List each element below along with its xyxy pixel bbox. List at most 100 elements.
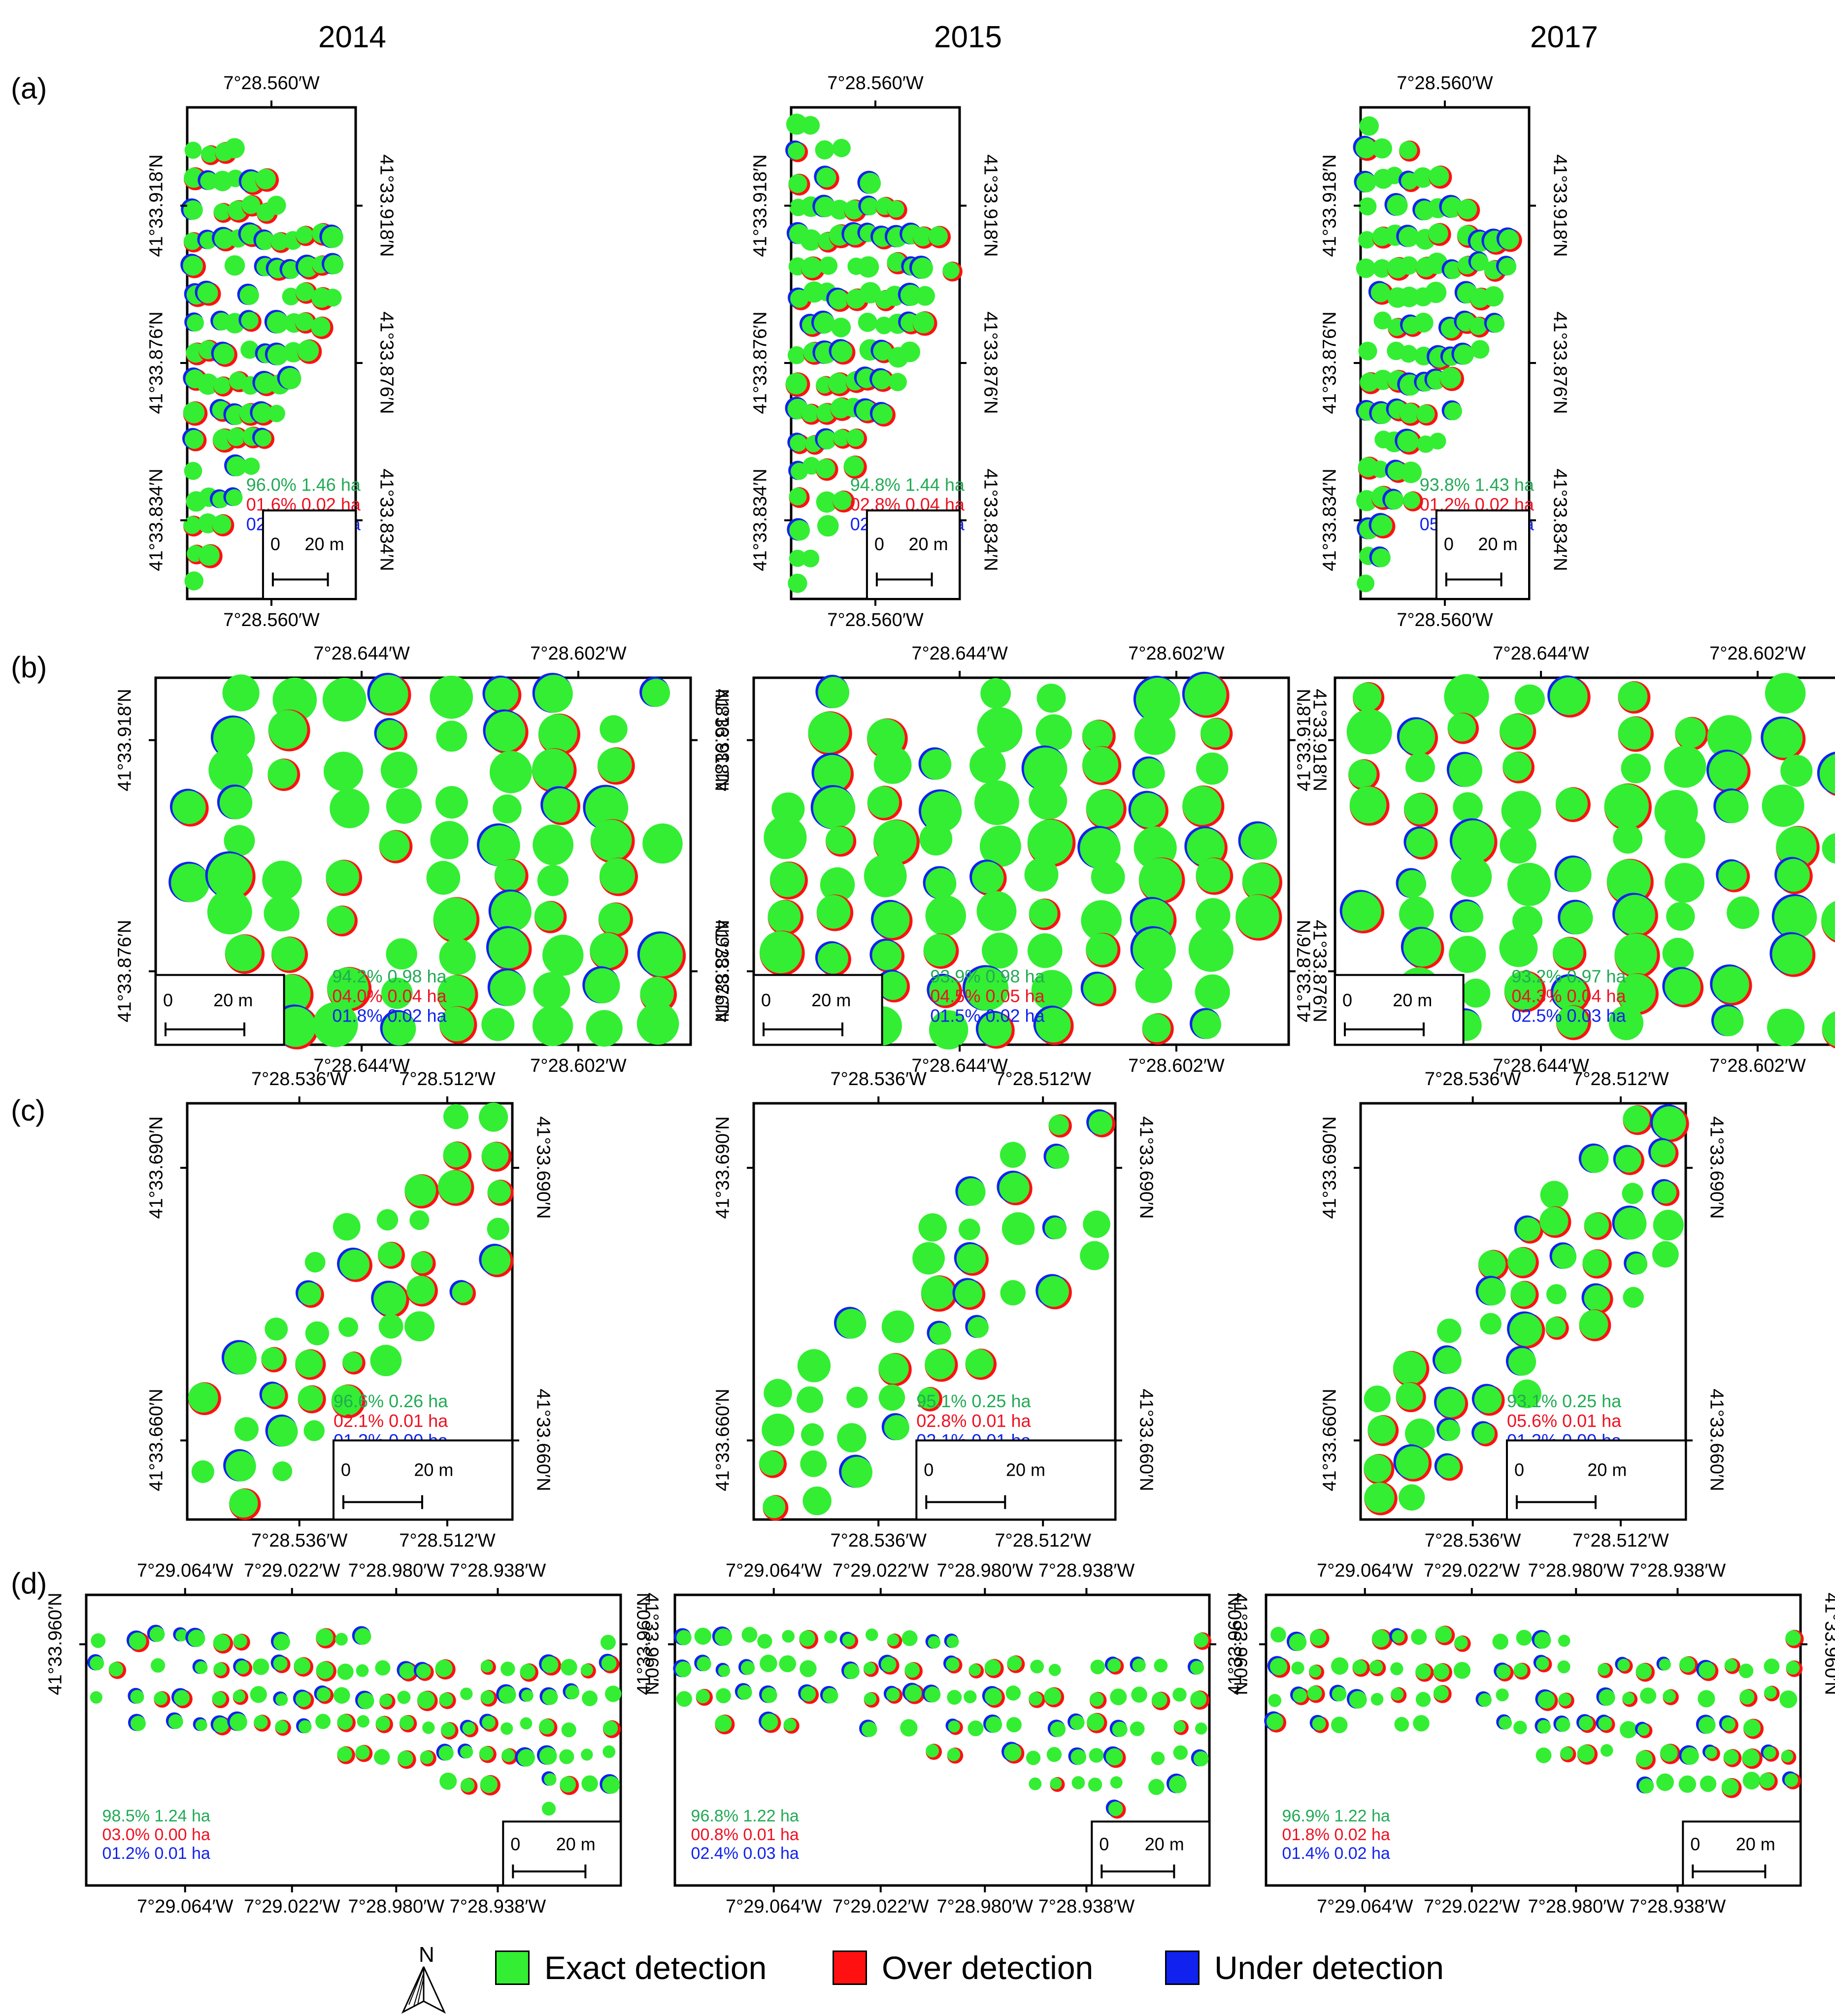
lon-label-top: 7°29.022′W bbox=[832, 1560, 929, 1581]
tree-crown bbox=[922, 1685, 941, 1703]
tree-crown bbox=[1478, 1250, 1509, 1280]
tree-crown bbox=[1412, 167, 1434, 188]
tree-crown bbox=[386, 788, 422, 824]
tree-crown bbox=[352, 1626, 371, 1645]
stat-over: 04.0% 0.04 ha bbox=[332, 986, 447, 1006]
scale-zero: 0 bbox=[341, 1460, 351, 1480]
tree-crown bbox=[212, 1691, 230, 1709]
tree-crown bbox=[1556, 1005, 1591, 1040]
tree-crown bbox=[815, 140, 834, 160]
tree-crown bbox=[582, 1690, 598, 1707]
tree-crown bbox=[184, 571, 204, 591]
tree-crown bbox=[636, 1002, 679, 1045]
tree-crown bbox=[955, 1176, 986, 1206]
stat-over: 01.8% 0.02 ha bbox=[1282, 1825, 1390, 1844]
tree-crown bbox=[267, 196, 286, 215]
lat-label-left: 41°33.876′N bbox=[146, 311, 167, 414]
tree-crown bbox=[1678, 1775, 1697, 1793]
tree-crown bbox=[1368, 1415, 1399, 1446]
tree-crown bbox=[962, 965, 1009, 1011]
tree-crown bbox=[1785, 1629, 1804, 1649]
lon-label-bottom: 7°29.064′W bbox=[1316, 1896, 1413, 1917]
tree-crown bbox=[1451, 856, 1492, 897]
tree-crown bbox=[1782, 1771, 1802, 1789]
tree-crown bbox=[316, 1661, 336, 1682]
tree-crown bbox=[1640, 1687, 1657, 1704]
lat-label-left: 41°33.876′N bbox=[712, 920, 734, 1023]
lat-label-right: 41°33.690′N bbox=[533, 1116, 554, 1219]
tree-crown bbox=[1413, 312, 1434, 333]
tree-crown bbox=[559, 1749, 574, 1764]
tree-crown bbox=[197, 373, 219, 395]
scale-zero: 0 bbox=[1514, 1460, 1524, 1480]
tree-crown bbox=[811, 753, 854, 794]
stat-under: 01.4% 0.02 ha bbox=[1282, 1844, 1390, 1863]
lat-label-left: 41°33.960′N bbox=[634, 1592, 655, 1695]
lat-label-right: 41°33.690′N bbox=[1706, 1116, 1727, 1219]
tree-crown bbox=[839, 1454, 872, 1488]
tree-crown bbox=[1399, 896, 1434, 932]
stat-exact: 93.2% 0.97 ha bbox=[1511, 966, 1626, 986]
tree-crown bbox=[918, 1213, 947, 1242]
lon-label-top: 7°28.602′W bbox=[1709, 643, 1806, 664]
tree-crown bbox=[918, 747, 952, 780]
tree-crown bbox=[1608, 1005, 1644, 1040]
tree-crown bbox=[501, 1748, 518, 1765]
tree-crown bbox=[367, 672, 411, 716]
lon-label-top: 7°29.064′W bbox=[136, 1560, 234, 1581]
lat-label-left: 41°33.660′N bbox=[146, 1388, 167, 1492]
legend-swatch-over bbox=[833, 1950, 867, 1985]
tree-crown bbox=[590, 932, 629, 971]
tree-crown bbox=[430, 675, 473, 719]
tree-crown bbox=[1087, 1713, 1107, 1733]
tree-crown bbox=[673, 1659, 692, 1678]
tree-crown bbox=[1675, 717, 1709, 751]
tree-crown bbox=[1413, 1715, 1430, 1732]
tree-crown bbox=[878, 1384, 905, 1411]
tree-crown bbox=[1635, 1750, 1656, 1770]
tree-crown bbox=[217, 784, 253, 820]
lon-label-top: 7°28.536′W bbox=[1424, 1069, 1521, 1090]
tree-crown bbox=[1662, 967, 1704, 1008]
tree-crown bbox=[479, 1746, 497, 1763]
tree-crown bbox=[166, 1712, 183, 1729]
tree-crown bbox=[901, 1630, 918, 1647]
tree-crown bbox=[1461, 978, 1491, 1008]
tree-crown bbox=[1696, 1715, 1716, 1734]
tree-crown bbox=[261, 1347, 287, 1373]
tree-crown bbox=[1727, 896, 1760, 929]
tree-crown bbox=[1401, 926, 1444, 969]
scale-label: 20 m bbox=[1393, 990, 1432, 1010]
tree-crown bbox=[712, 1626, 733, 1646]
lat-label-left: 41°33.876′N bbox=[114, 920, 135, 1023]
tree-crown bbox=[1779, 1690, 1798, 1708]
tree-crown bbox=[1719, 1715, 1738, 1734]
tree-crown bbox=[227, 1711, 247, 1731]
tree-crown bbox=[715, 1662, 731, 1677]
tree-crown bbox=[1399, 402, 1423, 426]
tree-crown bbox=[171, 1688, 193, 1709]
tree-crown bbox=[1133, 675, 1180, 722]
lon-label-bottom: 7°28.560′W bbox=[223, 610, 320, 630]
scale-zero: 0 bbox=[510, 1834, 520, 1854]
tree-crown bbox=[1148, 1779, 1165, 1795]
tree-crown bbox=[1089, 1691, 1107, 1709]
tree-crown bbox=[1598, 1663, 1613, 1679]
tree-crown bbox=[1635, 1721, 1653, 1739]
tree-crown bbox=[801, 1423, 824, 1446]
tree-crown bbox=[479, 1714, 499, 1732]
tree-crown bbox=[1499, 928, 1538, 967]
tree-crown bbox=[375, 1716, 393, 1733]
tree-crown bbox=[785, 140, 808, 163]
tree-crown bbox=[426, 860, 461, 895]
tree-crown bbox=[443, 1141, 472, 1170]
map-panel-b-2015: 93.9% 0.98 ha 04.5% 0.05 ha 01.5% 0.02 ha 0… bbox=[747, 671, 1296, 1052]
tree-crown bbox=[380, 1010, 416, 1046]
tree-crown bbox=[1130, 926, 1176, 971]
tree-crown bbox=[534, 901, 567, 933]
tree-crown bbox=[1483, 286, 1504, 307]
tree-crown bbox=[925, 1634, 941, 1649]
tree-crown bbox=[1547, 675, 1591, 718]
